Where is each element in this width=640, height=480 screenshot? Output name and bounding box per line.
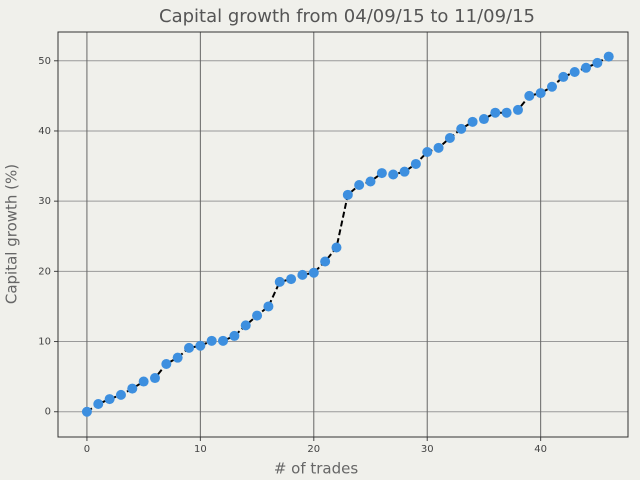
data-point — [218, 335, 229, 346]
data-point — [127, 383, 138, 394]
y-axis-label: Capital growth (%) — [3, 164, 21, 304]
x-tick-label: 10 — [194, 444, 207, 455]
y-tick-label: 40 — [38, 126, 51, 137]
x-axis-label: # of trades — [274, 460, 359, 478]
data-point — [478, 114, 489, 125]
y-tick-label: 20 — [38, 266, 51, 277]
plot-frame — [57, 31, 629, 438]
data-point — [467, 116, 478, 127]
data-point — [195, 340, 206, 351]
y-tick-label: 50 — [38, 56, 51, 67]
data-point — [229, 330, 240, 341]
data-point — [93, 399, 104, 410]
data-point — [206, 335, 217, 346]
x-tick-label: 30 — [421, 444, 434, 455]
data-point — [512, 104, 523, 115]
x-tick-label: 0 — [84, 444, 90, 455]
data-point — [422, 147, 433, 158]
data-point — [240, 320, 251, 331]
data-point — [535, 88, 546, 99]
data-point — [81, 406, 92, 417]
data-point — [149, 373, 160, 384]
data-point — [104, 394, 115, 405]
data-point — [581, 62, 592, 73]
data-point — [320, 256, 331, 267]
data-point — [342, 189, 353, 200]
data-point — [410, 158, 421, 169]
data-point — [592, 57, 603, 68]
data-point — [184, 342, 195, 353]
data-point — [252, 310, 263, 321]
data-point — [138, 376, 149, 387]
data-point — [524, 90, 535, 101]
data-point — [399, 166, 410, 177]
chart-title: Capital growth from 04/09/15 to 11/09/15 — [159, 6, 535, 27]
data-point — [297, 269, 308, 280]
data-point — [603, 51, 614, 62]
data-point — [365, 176, 376, 187]
data-point — [558, 71, 569, 82]
data-point — [308, 267, 319, 278]
data-point — [115, 389, 126, 400]
data-point — [433, 142, 444, 153]
y-tick-label: 0 — [45, 407, 51, 418]
y-tick-label: 30 — [38, 196, 51, 207]
data-point — [501, 107, 512, 118]
data-point — [274, 276, 285, 287]
x-tick-label: 40 — [534, 444, 547, 455]
data-point — [172, 352, 183, 363]
data-point — [569, 67, 580, 78]
data-point — [444, 132, 455, 143]
y-tick-label: 10 — [38, 337, 51, 348]
data-point — [161, 359, 172, 370]
data-point — [331, 242, 342, 253]
x-tick-label: 20 — [307, 444, 320, 455]
data-point — [490, 107, 501, 118]
data-point — [376, 168, 387, 179]
data-point — [547, 81, 557, 92]
data-point — [354, 180, 365, 191]
series-line — [86, 55, 610, 413]
data-point — [388, 169, 399, 180]
data-point — [263, 301, 274, 312]
data-point — [456, 123, 467, 134]
data-point — [286, 274, 297, 285]
